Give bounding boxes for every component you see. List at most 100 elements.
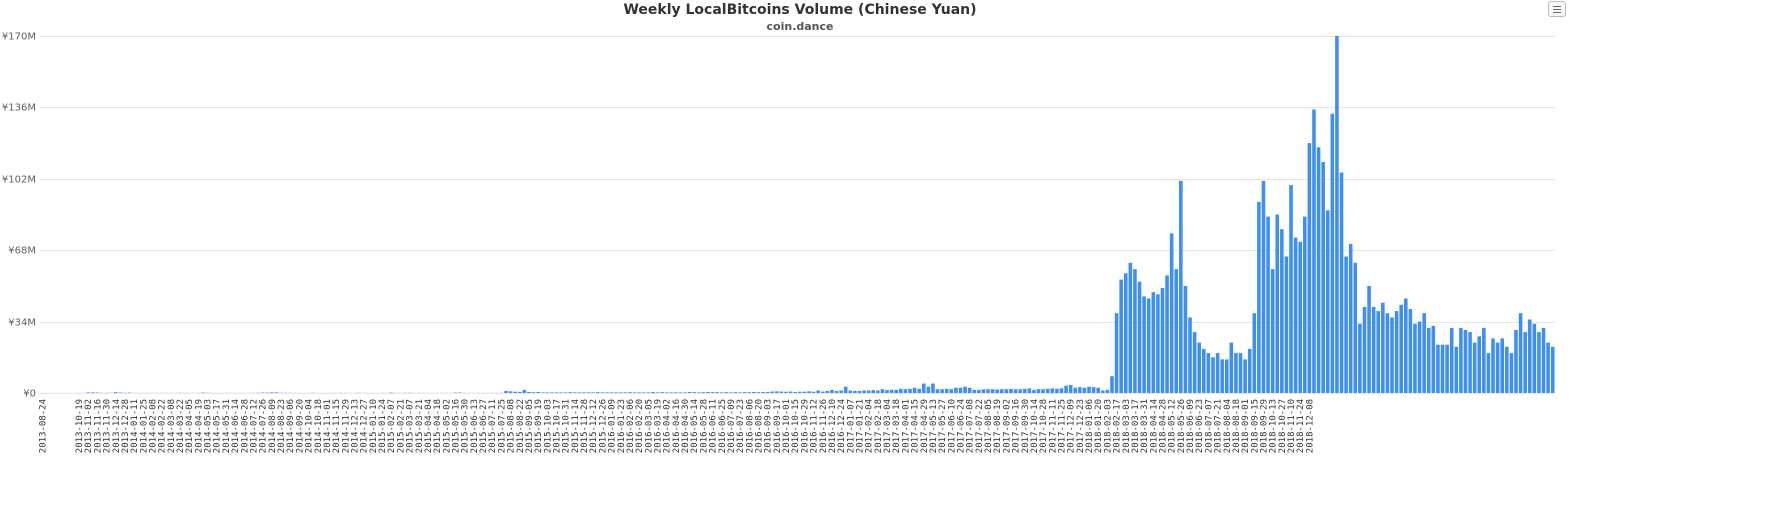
bar[interactable] (531, 392, 536, 393)
bar[interactable] (1541, 327, 1546, 393)
chart-menu-button[interactable] (1548, 1, 1566, 17)
bar[interactable] (798, 391, 802, 393)
bar[interactable] (1404, 298, 1408, 394)
bar[interactable] (591, 392, 595, 393)
bar[interactable] (641, 392, 646, 393)
bar[interactable] (876, 390, 880, 393)
bar[interactable] (1261, 180, 1266, 393)
bar[interactable] (1169, 233, 1174, 393)
bar[interactable] (1505, 346, 1509, 393)
bar[interactable] (687, 391, 692, 393)
bar[interactable] (683, 392, 687, 393)
bar[interactable] (1518, 313, 1523, 393)
bar[interactable] (568, 392, 573, 393)
bar[interactable] (1500, 338, 1504, 393)
bar[interactable] (563, 392, 568, 393)
bar[interactable] (1289, 185, 1293, 393)
bar[interactable] (1436, 344, 1440, 393)
bar[interactable] (1009, 388, 1013, 393)
bar[interactable] (954, 387, 958, 393)
bar[interactable] (1353, 262, 1358, 393)
bar[interactable] (715, 392, 719, 393)
bar[interactable] (1045, 388, 1050, 393)
bar[interactable] (1367, 285, 1371, 393)
bar[interactable] (522, 389, 527, 393)
bar[interactable] (1224, 359, 1229, 393)
bar[interactable] (1022, 388, 1027, 393)
bar[interactable] (1087, 386, 1091, 393)
bar[interactable] (1151, 292, 1156, 393)
bar[interactable] (1527, 319, 1532, 394)
bar[interactable] (807, 391, 811, 393)
bar[interactable] (967, 387, 972, 393)
bar[interactable] (1537, 332, 1541, 393)
bar[interactable] (1348, 243, 1353, 393)
bar[interactable] (1431, 325, 1436, 393)
bar[interactable] (1188, 317, 1192, 393)
bar[interactable] (871, 390, 876, 393)
bar[interactable] (839, 390, 843, 393)
bar[interactable] (1426, 327, 1431, 393)
bar[interactable] (756, 392, 761, 393)
bar[interactable] (724, 392, 729, 393)
bar[interactable] (1325, 210, 1330, 393)
bar[interactable] (1358, 323, 1362, 393)
bar[interactable] (825, 390, 830, 393)
bar[interactable] (848, 390, 853, 393)
bar[interactable] (1509, 353, 1514, 393)
bar[interactable] (972, 389, 977, 393)
bar[interactable] (1146, 298, 1151, 394)
bar[interactable] (1091, 387, 1096, 393)
bar[interactable] (1417, 321, 1422, 393)
bar[interactable] (899, 388, 903, 393)
bar[interactable] (706, 391, 710, 393)
bar[interactable] (1385, 313, 1390, 393)
bar[interactable] (554, 392, 559, 393)
bar[interactable] (1078, 387, 1082, 393)
bar[interactable] (655, 392, 660, 393)
bar[interactable] (995, 389, 999, 393)
bar[interactable] (618, 392, 623, 393)
bar[interactable] (1482, 327, 1486, 393)
bar[interactable] (701, 392, 706, 393)
bar[interactable] (582, 392, 586, 393)
bar[interactable] (1330, 113, 1335, 393)
bar[interactable] (1101, 390, 1105, 393)
bar[interactable] (1123, 273, 1128, 393)
bar[interactable] (1312, 109, 1316, 394)
bar[interactable] (1215, 353, 1220, 393)
bar[interactable] (628, 392, 632, 393)
bar[interactable] (912, 387, 917, 393)
bar[interactable] (1179, 180, 1183, 393)
bar[interactable] (1247, 348, 1252, 393)
bar[interactable] (1036, 389, 1041, 393)
bar[interactable] (540, 392, 545, 393)
bar[interactable] (508, 391, 513, 393)
bar[interactable] (944, 388, 949, 393)
bar[interactable] (692, 392, 696, 393)
bar[interactable] (885, 390, 889, 393)
bar[interactable] (1449, 327, 1454, 393)
bar[interactable] (669, 392, 674, 393)
bar[interactable] (1550, 346, 1555, 393)
bar[interactable] (949, 389, 954, 393)
bar[interactable] (1344, 256, 1348, 394)
bar[interactable] (1293, 237, 1298, 393)
bar[interactable] (600, 392, 605, 393)
bar[interactable] (1390, 317, 1394, 393)
bar[interactable] (517, 391, 522, 393)
bar[interactable] (770, 391, 775, 393)
bar[interactable] (719, 392, 724, 393)
bar[interactable] (710, 392, 715, 393)
bar[interactable] (1192, 332, 1197, 393)
bar[interactable] (1307, 143, 1312, 393)
bar[interactable] (1477, 336, 1482, 393)
bar[interactable] (784, 391, 788, 393)
bar[interactable] (1454, 346, 1459, 393)
bar[interactable] (1445, 344, 1449, 393)
bar[interactable] (866, 390, 871, 393)
bar[interactable] (779, 391, 784, 393)
bar[interactable] (1096, 387, 1100, 393)
bar[interactable] (664, 392, 669, 393)
bar[interactable] (857, 390, 862, 393)
